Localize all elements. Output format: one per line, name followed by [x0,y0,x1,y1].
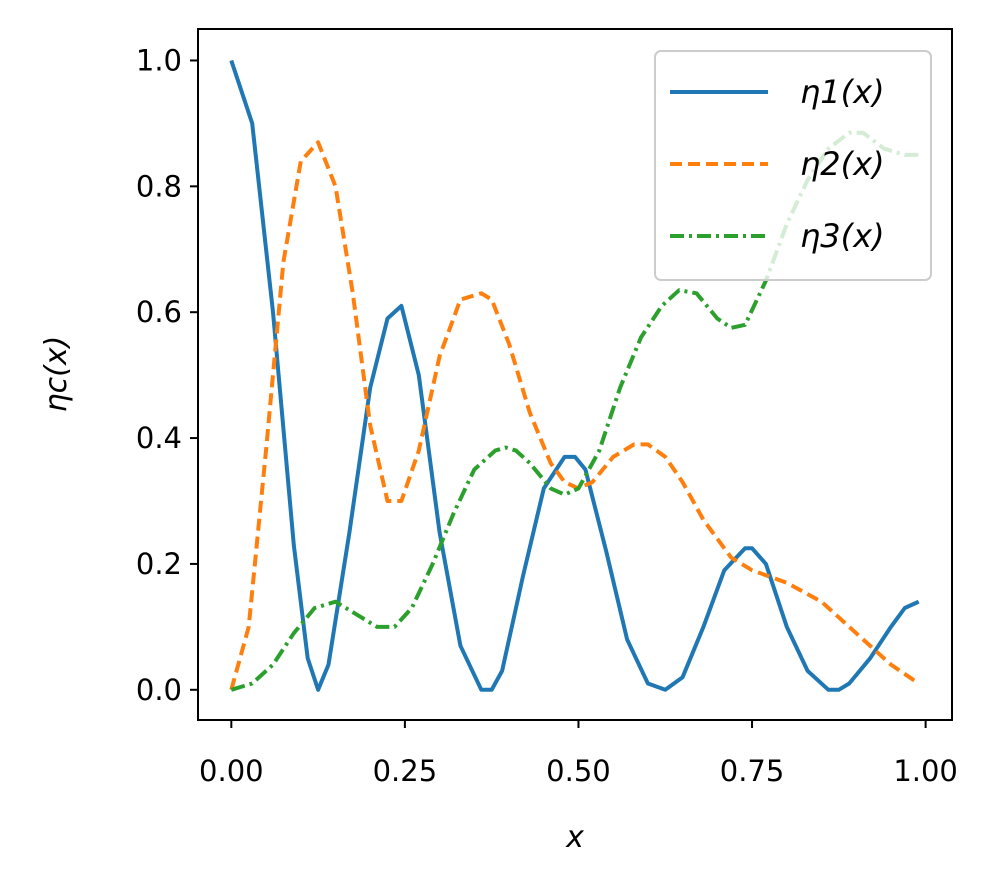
legend: η1(x) η2(x) η3(x) [654,50,932,281]
plot-frame [197,28,953,721]
y-tick-label: 0.6 [136,295,182,329]
x-tick-label: 0.75 [720,754,785,788]
x-tick-label: 1.00 [893,754,958,788]
x-tick-label: 0.50 [546,754,611,788]
y-axis-label: ηc(x) [39,336,74,413]
legend-box [654,50,932,281]
legend-label-3: η3(x) [800,217,885,255]
y-tick-label: 0.4 [136,421,182,455]
y-tick-label: 1.0 [136,43,182,77]
y-tick-label: 0.0 [136,673,182,707]
x-axis-ticks: 0.00 0.25 0.50 0.75 1.00 [199,720,958,788]
x-axis-label: x [565,820,584,855]
y-tick-label: 0.2 [136,547,182,581]
legend-label-2: η2(x) [800,145,885,183]
x-tick-label: 0.00 [199,754,264,788]
legend-label-1: η1(x) [800,73,885,111]
series-line-2 [229,140,920,691]
y-axis-ticks: 0.0 0.2 0.4 0.6 0.8 1.0 [136,43,198,707]
y-tick-label: 0.8 [136,169,182,203]
series-line-1 [229,59,920,692]
x-tick-label: 0.25 [373,754,438,788]
